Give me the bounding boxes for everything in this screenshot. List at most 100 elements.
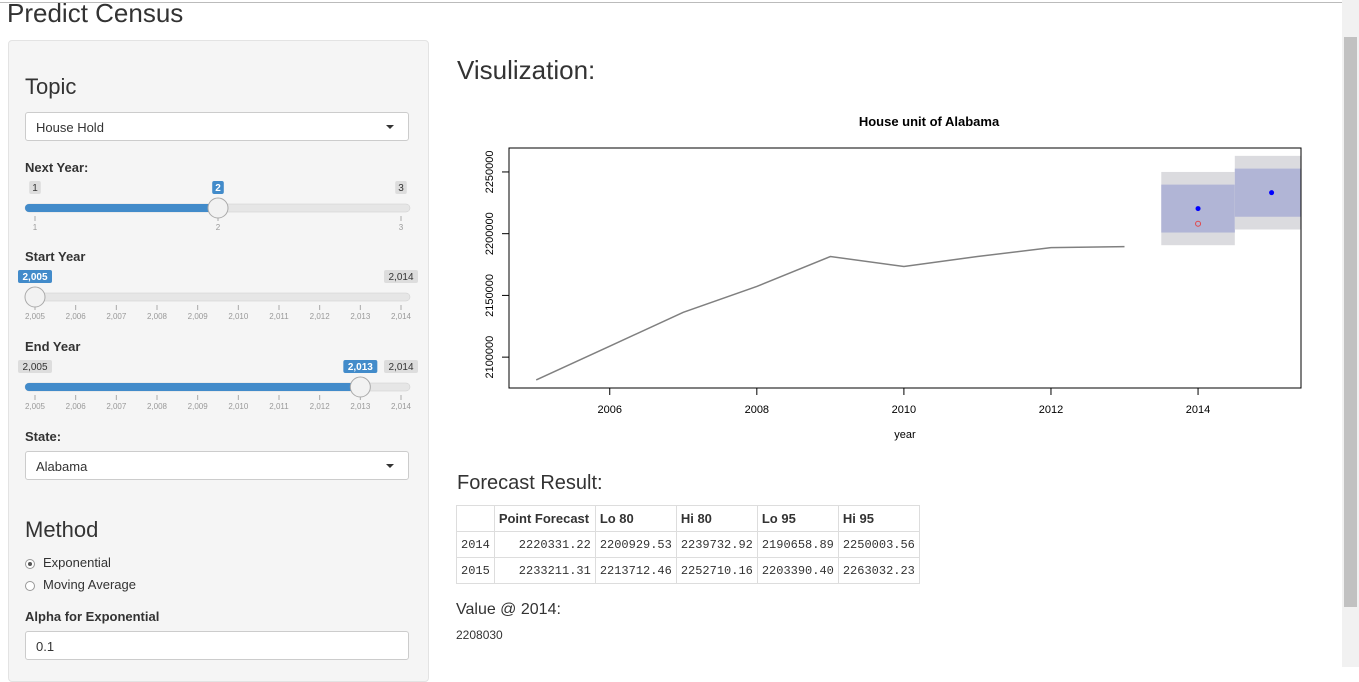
x-axis-label: year [894, 429, 916, 441]
table-cell: 2250003.56 [837, 531, 920, 558]
slider-label: Start Year [25, 249, 85, 264]
slider-track [24, 292, 411, 302]
min-badge-label: 1 [32, 183, 38, 194]
slider-tick-label: 2,011 [269, 312, 289, 321]
max-badge [384, 360, 418, 373]
x-tick-label: 2014 [1186, 404, 1210, 416]
x-tick-label: 2008 [745, 404, 769, 416]
slider-tick-label: 2,007 [106, 312, 127, 321]
state-label: State: [25, 429, 62, 444]
column-header: Hi 95 [837, 505, 920, 532]
column-header: Hi 80 [675, 505, 758, 532]
forecast-point [1269, 190, 1275, 196]
slider-tick-label: 2,012 [310, 312, 331, 321]
slider-label: Next Year: [25, 160, 88, 175]
slider-tick-label: 1 [33, 223, 38, 232]
alpha-label: Alpha for Exponential [25, 609, 160, 624]
window-border [0, 2, 1342, 3]
min-badge [18, 360, 52, 373]
slider-tick-label: 2,009 [188, 312, 209, 321]
value-badge-label: 2,005 [22, 272, 47, 283]
slider-tick-label: 2,011 [269, 402, 289, 411]
slider-tick-label: 2,006 [66, 312, 87, 321]
chart-title: House unit of Alabama [859, 114, 1000, 129]
forecast-table: Point Forecast Lo 80 Hi 80 Lo 95 Hi 95 2014 2… [456, 505, 920, 584]
table-row: 2014 2220331.22 2200929.53 2239732.92 219065… [456, 531, 920, 558]
scroll-thumb[interactable] [1344, 37, 1357, 607]
slider-fill [25, 383, 361, 391]
slider-handle[interactable] [24, 286, 46, 308]
slider-tick-label: 2,010 [228, 312, 249, 321]
method-label: Method [25, 517, 99, 542]
value-badge [343, 360, 378, 373]
forecast-bands [1161, 155, 1301, 246]
topic-select[interactable]: House Hold [25, 112, 409, 141]
x-tick-label: 2012 [1039, 404, 1063, 416]
x-tick-label: 2006 [598, 404, 622, 416]
value-badge [18, 270, 52, 283]
slider-tick-label: 2,009 [188, 402, 209, 411]
slider-label: End Year [25, 339, 80, 354]
row-label: 2015 [456, 557, 495, 584]
app-title: Predict Census [7, 0, 184, 28]
max-badge-label: 3 [398, 183, 404, 194]
history-line [535, 245, 1125, 381]
slider-fill [25, 204, 218, 212]
column-header: Lo 95 [756, 505, 839, 532]
row-label: 2014 [456, 531, 495, 558]
actual-point [1195, 220, 1202, 227]
table-cell: 2213712.46 [594, 557, 677, 584]
slider-tick-label: 2,008 [147, 312, 168, 321]
y-tick-label: 2200000 [484, 212, 496, 255]
slider-tick-label: 2,005 [25, 312, 46, 321]
slider-tick-label: 3 [399, 223, 404, 232]
slider-handle[interactable] [349, 376, 371, 398]
slider-tick-label: 2 [216, 223, 221, 232]
min-badge-label: 2,005 [22, 362, 47, 373]
forecast-chart: House unit of Alabama year 2006 2008 2010 201… [484, 114, 1302, 441]
forecast-heading: Forecast Result: [457, 472, 603, 494]
alpha-input[interactable]: 0.1 [25, 631, 409, 660]
value-badge-label: 2,013 [348, 362, 373, 373]
slider-handle[interactable] [207, 197, 229, 219]
band-80 [1234, 168, 1301, 217]
max-badge [384, 270, 418, 283]
table-cell: 2200929.53 [594, 531, 677, 558]
table-cell: 2239732.92 [675, 531, 758, 558]
radio-dot [25, 580, 35, 591]
corner-cell [456, 505, 495, 532]
slider-tick-label: 2,008 [147, 402, 168, 411]
slider-tick-label: 2,007 [106, 402, 127, 411]
caret [386, 464, 394, 468]
slider-tick-label: 2,014 [391, 402, 412, 411]
state-select[interactable]: Alabama [25, 451, 409, 480]
radio-label: Moving Average [43, 577, 136, 592]
y-tick-label: 2150000 [484, 274, 496, 317]
table-cell: 2233211.31 [493, 557, 596, 584]
table-cell: 2190658.89 [756, 531, 839, 558]
state-value: Alabama [36, 459, 88, 474]
slider-tick-label: 2,010 [228, 402, 249, 411]
slider-tick-label: 2,012 [310, 402, 331, 411]
y-tick-label: 2250000 [484, 151, 496, 194]
table-cell: 2220331.22 [493, 531, 596, 558]
radio-label: Exponential [43, 555, 111, 570]
radio-option[interactable]: Moving Average [25, 577, 136, 592]
min-badge [29, 181, 41, 194]
column-header: Point Forecast [493, 505, 596, 532]
slider-tick-label: 2,013 [350, 312, 371, 321]
plot-frame [508, 147, 1302, 389]
value-number: 2208030 [456, 628, 503, 642]
forecast-point [1195, 206, 1201, 212]
radio-dot [25, 558, 35, 569]
y-tick-label: 2100000 [484, 336, 496, 379]
value-badge-label: 2 [215, 183, 221, 194]
caret [386, 125, 394, 129]
slider-tick-label: 2,005 [25, 402, 46, 411]
table-row: 2015 2233211.31 2213712.46 2252710.16 220339… [456, 557, 920, 584]
max-badge-label: 2,014 [388, 362, 413, 373]
viz-heading: Visulization: [457, 55, 596, 85]
table-body: 2014 2220331.22 2200929.53 2239732.92 219065… [456, 531, 920, 584]
radio-option[interactable]: Exponential [25, 555, 111, 570]
